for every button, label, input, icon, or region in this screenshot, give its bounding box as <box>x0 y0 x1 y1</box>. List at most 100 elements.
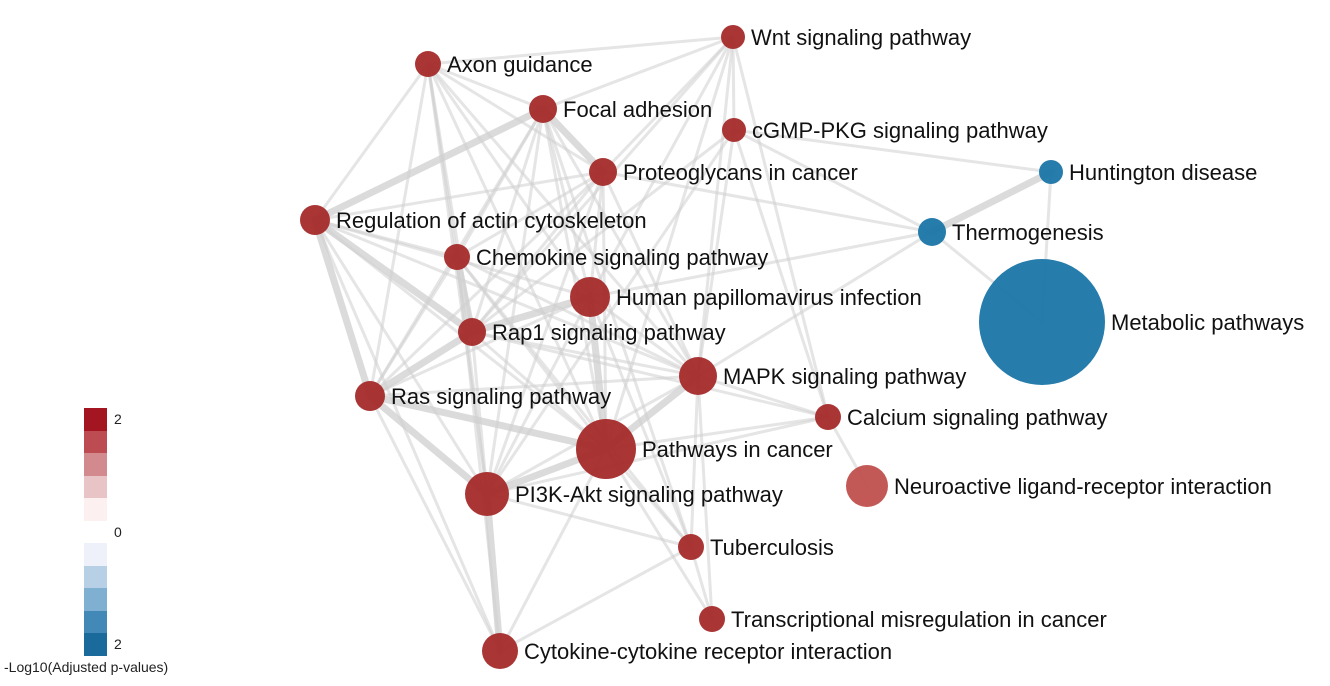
edge-hpv-pi3k <box>485 295 592 496</box>
edge-wnt-mapk <box>696 35 735 378</box>
node-ras[interactable] <box>355 381 385 411</box>
edge-actin-mapk <box>313 218 700 378</box>
node-calcium[interactable] <box>815 404 841 430</box>
node-cyto[interactable] <box>482 633 518 669</box>
edge-hpv-mapk <box>588 295 700 378</box>
edge-focal-tuber <box>541 107 693 549</box>
legend-tick-mid: 0 <box>114 524 122 540</box>
node-label-axon: Axon guidance <box>447 52 593 77</box>
node-label-focal: Focal adhesion <box>563 97 712 122</box>
legend-tick-top: 2 <box>114 411 122 427</box>
edge-thermo-mapk <box>696 230 934 378</box>
node-label-chemo: Chemokine signaling pathway <box>476 245 768 270</box>
edge-actin-cyto <box>313 218 502 653</box>
node-transc[interactable] <box>699 606 725 632</box>
node-label-ras: Ras signaling pathway <box>391 384 611 409</box>
edge-cgmp-hunt <box>732 128 1053 174</box>
edge-focal-cancer <box>541 107 608 451</box>
node-label-hunt: Huntington disease <box>1069 160 1257 185</box>
edge-wnt-calcium <box>731 35 830 419</box>
edge-rap1-mapk <box>470 330 700 378</box>
node-label-tuber: Tuberculosis <box>710 535 834 560</box>
edge-ras-cyto <box>368 394 502 653</box>
edge-cgmp-thermo <box>732 128 934 234</box>
node-label-metab: Metabolic pathways <box>1111 310 1304 335</box>
edge-cancer-transc <box>604 447 714 621</box>
edge-rap1-ras <box>366 328 476 400</box>
edge-ras-pi3k <box>366 392 491 498</box>
edge-focal-hpv <box>541 107 592 299</box>
edge-calcium-cancer <box>604 415 830 451</box>
edge-axon-hpv <box>426 62 592 299</box>
legend-swatch <box>84 565 107 589</box>
edge-cancer-cyto <box>498 447 608 653</box>
node-chemo[interactable] <box>444 244 470 270</box>
node-cgmp[interactable] <box>722 118 746 142</box>
edge-mapk-calcium <box>696 374 830 419</box>
color-legend: 2 0 2 -Log10(Adjusted p-values) <box>0 405 220 686</box>
edge-proteo-actin <box>313 170 605 222</box>
edge-cgmp-mapk <box>696 128 736 378</box>
edge-chemo-ras <box>368 255 459 398</box>
edge-wnt-hpv <box>588 35 735 299</box>
edge-actin-pi3k <box>313 218 489 496</box>
edge-ras-cancer <box>366 392 610 453</box>
edge-axon-wnt <box>426 35 735 66</box>
edge-proteo-hpv <box>588 170 605 299</box>
node-axon[interactable] <box>415 51 441 77</box>
node-hpv[interactable] <box>570 277 610 317</box>
node-label-wnt: Wnt signaling pathway <box>751 25 971 50</box>
node-label-hpv: Human papillomavirus infection <box>616 285 922 310</box>
legend-title: -Log10(Adjusted p-values) <box>4 659 169 675</box>
edge-hpv-ras <box>368 295 592 398</box>
edge-hpv-rap1 <box>468 293 594 336</box>
node-hunt[interactable] <box>1039 160 1063 184</box>
edge-thermo-proteo <box>601 170 934 234</box>
legend-swatch <box>84 633 107 656</box>
node-tuber[interactable] <box>678 534 704 560</box>
legend-tick-bottom: 2 <box>114 636 122 652</box>
node-actin[interactable] <box>300 205 330 235</box>
edge-focal-mapk <box>541 107 700 378</box>
node-neuro[interactable] <box>846 465 888 507</box>
legend-swatch <box>84 408 107 431</box>
edge-focal-actin <box>311 105 547 224</box>
edge-axon-proteo <box>426 62 605 174</box>
edge-proteo-ras <box>368 170 605 398</box>
node-thermo[interactable] <box>918 218 946 246</box>
edge-axon-ras <box>368 62 430 398</box>
edge-chemo-tuber <box>455 255 693 549</box>
node-metab[interactable] <box>979 259 1105 385</box>
edge-actin-ras <box>311 216 374 400</box>
edge-proteo-chemo <box>455 170 605 259</box>
edge-actin-rap1 <box>311 216 476 336</box>
edge-mapk-ras <box>368 374 700 398</box>
legend-swatch <box>84 453 107 476</box>
edge-thermo-hpv <box>588 230 934 299</box>
node-rap1[interactable] <box>458 318 486 346</box>
node-label-proteo: Proteoglycans in cancer <box>623 160 858 185</box>
node-label-thermo: Thermogenesis <box>952 220 1104 245</box>
edge-rap1-calcium <box>470 330 830 419</box>
node-label-mapk: MAPK signaling pathway <box>723 364 966 389</box>
edge-calcium-pi3k <box>485 415 830 496</box>
node-mapk[interactable] <box>679 357 717 395</box>
node-pi3k[interactable] <box>465 472 509 516</box>
edge-tuber-cyto <box>498 545 693 653</box>
node-label-cancer: Pathways in cancer <box>642 437 833 462</box>
node-label-transc: Transcriptional misregulation in cancer <box>731 607 1107 632</box>
legend-swatch <box>84 475 107 499</box>
node-label-actin: Regulation of actin cytoskeleton <box>336 208 647 233</box>
node-proteo[interactable] <box>589 158 617 186</box>
edge-wnt-cgmp <box>731 35 736 132</box>
edge-pi3k-cyto <box>483 490 504 655</box>
node-focal[interactable] <box>529 95 557 123</box>
node-label-cyto: Cytokine-cytokine receptor interaction <box>524 639 892 664</box>
edge-proteo-pi3k <box>485 170 605 496</box>
node-label-rap1: Rap1 signaling pathway <box>492 320 726 345</box>
node-label-pi3k: PI3K-Akt signaling pathway <box>515 482 783 507</box>
edge-axon-actin <box>313 62 430 222</box>
node-layer: Axon guidance Wnt signaling pathway Focal … <box>300 25 1304 669</box>
node-wnt[interactable] <box>721 25 745 49</box>
node-cancer[interactable] <box>576 419 636 479</box>
